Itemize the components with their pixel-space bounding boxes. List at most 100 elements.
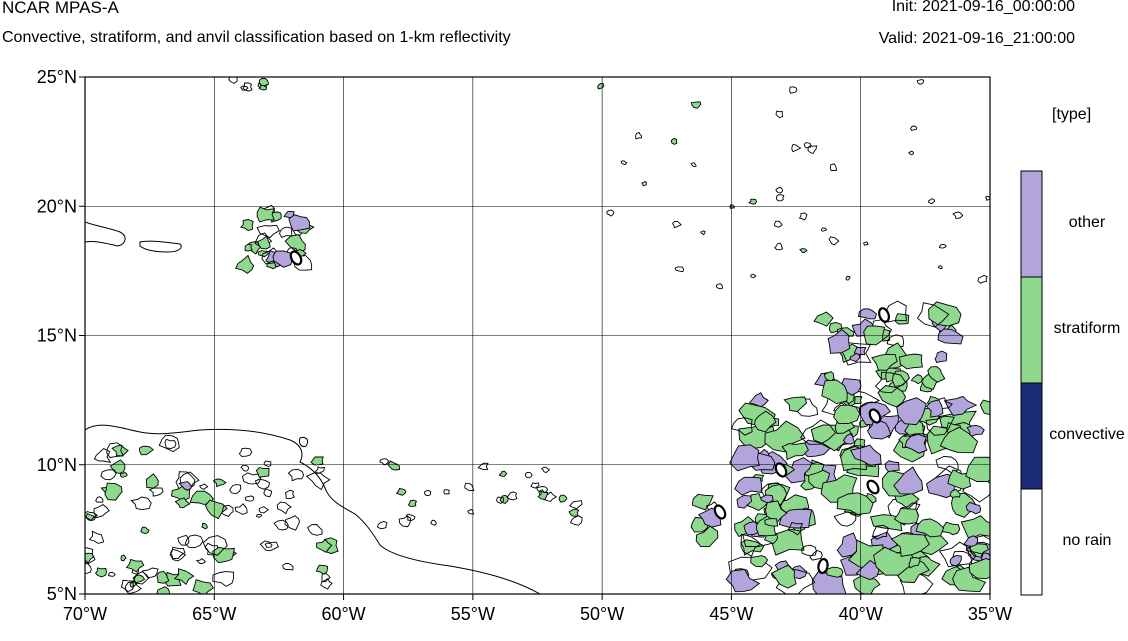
precip-cell-outline: [872, 524, 890, 540]
precip-cell-stratiform: [870, 514, 903, 532]
precip-cell-outline: [800, 419, 837, 445]
precip-cell-stratiform: [890, 533, 930, 557]
precip-cell-outline: [398, 515, 412, 528]
precip-cell-other: [896, 397, 927, 426]
precip-cell-outline: [977, 274, 988, 284]
precip-cell-outline: [641, 180, 647, 187]
precip-cell-other: [736, 494, 753, 509]
init-time: Init: 2021-09-16_00:00:00: [891, 0, 1075, 15]
precip-cell-outline: [130, 496, 152, 511]
legend-label-other: other: [1068, 214, 1106, 231]
precip-cell-other: [944, 395, 978, 416]
precip-cell-stratiform: [257, 235, 271, 250]
precip-cell-outline: [730, 417, 753, 436]
precip-cell-other: [842, 433, 856, 445]
precip-cell-stratiform: [949, 488, 961, 498]
contour-label-zero: [868, 408, 882, 424]
precip-cell-other: [178, 481, 192, 491]
precip-cell-stratiform: [201, 522, 208, 530]
precip-cell-stratiform: [498, 470, 508, 477]
precip-cell-stratiform: [877, 385, 907, 408]
lat-tick-label: 25°N: [37, 67, 77, 87]
precip-cell-stratiform: [212, 546, 235, 564]
precip-cell-outline: [405, 513, 416, 521]
valid-time: Valid: 2021-09-16_21:00:00: [878, 30, 1075, 47]
contour-label-zero: [774, 462, 788, 478]
precip-cell-outline: [95, 496, 104, 503]
precip-cell-outline: [212, 571, 235, 587]
precip-cell-stratiform: [740, 539, 765, 556]
precip-cell-stratiform: [407, 499, 417, 507]
precip-cell-outline: [952, 211, 964, 219]
precip-cell-stratiform: [95, 567, 107, 578]
precip-cell-outline: [307, 524, 323, 536]
precip-cell-outline: [829, 163, 838, 171]
precip-cell-other: [934, 350, 948, 364]
precip-cell-outline: [524, 471, 533, 479]
precip-cell-stratiform: [813, 311, 834, 327]
precip-cell-other: [866, 419, 892, 440]
precip-cell-outline: [443, 489, 450, 495]
precip-cell-outline: [938, 265, 943, 269]
precip-cell-outline: [464, 482, 475, 492]
lon-tick-label: 45°W: [709, 604, 753, 624]
south-america-coast: [85, 424, 541, 594]
precip-cell-other: [855, 559, 880, 581]
plot-subtitle: Convective, stratiform, and anvil classi…: [2, 29, 511, 46]
precip-cell-outline: [273, 519, 289, 531]
precip-cell-stratiform: [258, 84, 268, 91]
precip-cell-outline: [540, 466, 551, 474]
precip-cell-stratiform: [173, 568, 195, 585]
precip-cell-outline: [240, 464, 250, 472]
precip-cell-outline: [791, 143, 802, 153]
precip-cell-stratiform: [212, 478, 227, 488]
lon-tick-label: 40°W: [839, 604, 883, 624]
precip-cell-outline: [320, 578, 333, 590]
precip-cell-outline: [807, 145, 818, 155]
precip-cell-outline: [240, 85, 249, 91]
precip-cell-outline: [376, 520, 388, 530]
precip-cell-stratiform: [965, 456, 990, 483]
precip-cell-stratiform: [979, 399, 990, 416]
precip-cell-stratiform: [771, 564, 797, 589]
precip-cell-outline: [179, 471, 200, 490]
precip-cell-other: [734, 476, 763, 496]
precip-cell-outline: [245, 495, 255, 502]
precip-cell-stratiform: [174, 497, 191, 509]
precip-cell-outline: [279, 226, 293, 238]
precip-cell-outline: [255, 513, 263, 518]
precip-cell-outline: [845, 276, 851, 281]
precip-cell-stratiform: [750, 555, 769, 568]
precip-cell-outline: [259, 540, 279, 552]
precip-cell-outline: [276, 501, 292, 515]
precip-cell-stratiform: [240, 219, 254, 231]
precip-cell-stratiform: [893, 508, 919, 525]
precip-cell-outline: [863, 241, 869, 246]
precip-cell-stratiform: [821, 379, 848, 405]
precip-cell-outline: [916, 79, 925, 85]
precip-cell-outline: [828, 236, 840, 246]
precip-cell-other: [949, 555, 962, 567]
precip-cell-stratiform: [899, 353, 923, 370]
precip-cell-stratiform: [568, 508, 580, 517]
precip-cell-stratiform: [204, 499, 228, 520]
precip-cell-other: [849, 352, 861, 363]
precip-cell-outline: [569, 500, 583, 509]
precip-cell-outline: [263, 488, 273, 498]
precip-cell-outline: [839, 342, 872, 366]
lon-tick-label: 60°W: [321, 604, 365, 624]
precip-cell-outline: [195, 558, 206, 564]
legend-label-stratiform: stratiform: [1053, 320, 1121, 337]
precip-cell-outline: [874, 371, 907, 394]
precip-cell-stratiform: [120, 554, 127, 562]
precip-cell-outline: [284, 489, 295, 499]
precip-cell-outline: [124, 581, 142, 594]
precip-cell-other: [778, 508, 813, 529]
precip-cell-outline: [775, 194, 785, 202]
precip-cell-stratiform: [145, 473, 159, 489]
precip-cell-other: [925, 399, 944, 418]
precip-cell-stratiform: [537, 490, 549, 501]
precip-cell-outline: [908, 150, 915, 156]
precip-cell-outline: [740, 533, 762, 557]
